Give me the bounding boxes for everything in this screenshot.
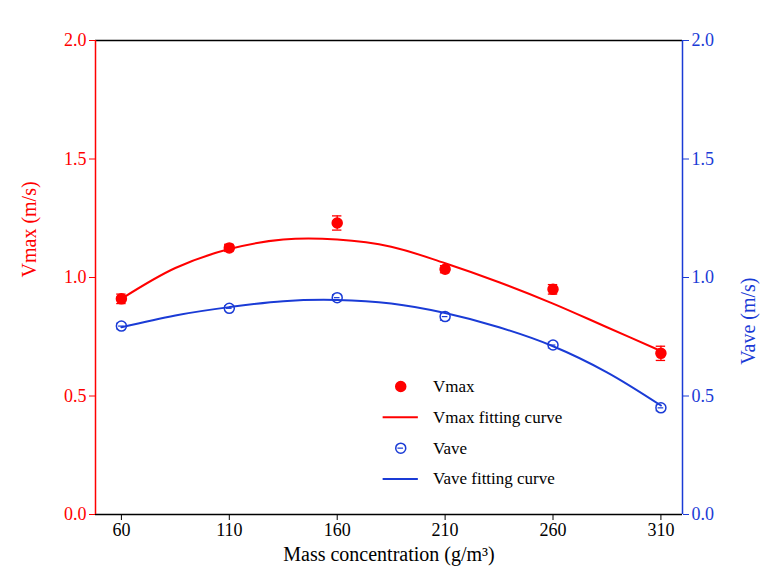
svg-text:260: 260 — [540, 520, 567, 540]
svg-text:0.0: 0.0 — [64, 504, 87, 524]
svg-text:Vmax (m/s): Vmax (m/s) — [18, 181, 41, 277]
svg-text:310: 310 — [647, 520, 674, 540]
svg-text:160: 160 — [324, 520, 351, 540]
svg-text:2.0: 2.0 — [64, 30, 87, 50]
svg-text:1.0: 1.0 — [64, 267, 87, 287]
svg-text:60: 60 — [112, 520, 130, 540]
svg-text:1.0: 1.0 — [692, 267, 715, 287]
svg-text:1.5: 1.5 — [64, 149, 87, 169]
svg-text:2.0: 2.0 — [692, 30, 715, 50]
svg-text:210: 210 — [432, 520, 459, 540]
svg-text:Vmax: Vmax — [433, 377, 475, 396]
svg-text:Vave: Vave — [433, 439, 467, 458]
svg-text:1.5: 1.5 — [692, 149, 715, 169]
svg-text:110: 110 — [216, 520, 242, 540]
svg-text:0.5: 0.5 — [692, 386, 715, 406]
svg-text:Vmax fitting curve: Vmax fitting curve — [433, 408, 562, 427]
svg-text:0.5: 0.5 — [64, 386, 87, 406]
svg-text:Mass concentration (g/m³): Mass concentration (g/m³) — [283, 543, 495, 566]
svg-text:Vave (m/s): Vave (m/s) — [737, 278, 760, 365]
svg-text:Vave fitting curve: Vave fitting curve — [433, 469, 555, 488]
svg-text:0.0: 0.0 — [692, 504, 715, 524]
